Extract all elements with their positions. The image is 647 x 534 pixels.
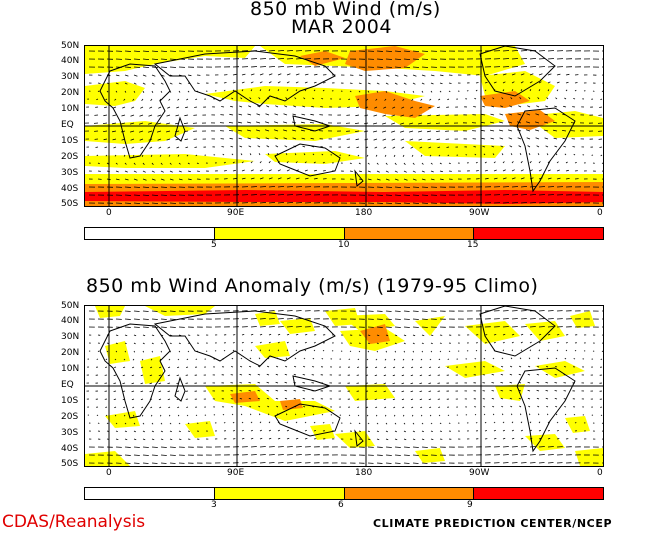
colorbar-segment [474, 488, 603, 499]
colorbar-label: 9 [467, 500, 473, 510]
colorbar-segment [214, 488, 345, 499]
wind-map-svg [85, 46, 603, 206]
lat-label: 30N [61, 72, 80, 82]
shading-layer [85, 46, 603, 206]
colorbar-label: 15 [467, 240, 479, 250]
colorbar-label: 5 [211, 240, 217, 250]
wind-vectors [85, 50, 603, 204]
lat-label: 20N [61, 88, 80, 98]
lat-label: 30N [61, 332, 80, 342]
panel1-title-line1: 850 mb Wind (m/s) [250, 0, 441, 20]
lat-label: 10N [61, 364, 80, 374]
colorbar-segment [85, 228, 215, 239]
lat-label: 40S [61, 184, 79, 194]
lat-label: EQ [61, 380, 74, 390]
lat-label: 40S [61, 444, 79, 454]
lon-label: 90W [469, 468, 490, 478]
lat-label: 30S [61, 428, 79, 438]
lat-label: 10S [61, 396, 79, 406]
lat-label: 20S [61, 152, 79, 162]
colorbar-segment [214, 228, 345, 239]
lon-label: 0 [106, 208, 112, 218]
wind-anomaly-map-svg [85, 306, 603, 466]
grid-lines [85, 306, 603, 466]
lat-label: 10N [61, 104, 80, 114]
lon-label: 180 [355, 468, 373, 478]
panel2-title: 850 mb Wind Anomaly (m/s) (1979-95 Climo… [86, 275, 539, 297]
lat-label: 40N [61, 316, 80, 326]
lon-label: 180 [355, 208, 373, 218]
wind-anomaly-map-panel [84, 305, 604, 467]
wind-map-panel [84, 45, 604, 207]
lat-label: 50S [61, 199, 79, 209]
coastlines [99, 306, 576, 453]
colorbar-label: 3 [211, 500, 217, 510]
wind-vectors [86, 310, 603, 464]
lat-label: 30S [61, 168, 79, 178]
lon-label: 90E [227, 468, 245, 478]
footer-credit: CLIMATE PREDICTION CENTER/NCEP [373, 517, 613, 530]
footer-source: CDAS/Reanalysis [2, 512, 146, 532]
colorbar-segment [344, 488, 475, 499]
panel1-title-line2: MAR 2004 [291, 16, 392, 38]
lat-label: 20S [61, 412, 79, 422]
colorbar-label: 10 [338, 240, 350, 250]
lon-label: 0 [597, 208, 603, 218]
lat-label: 50N [61, 41, 80, 51]
lat-label: 50S [61, 459, 79, 469]
colorbar-segment [344, 228, 475, 239]
lon-label: 0 [597, 468, 603, 478]
lat-label: 10S [61, 136, 79, 146]
lat-label: EQ [61, 120, 74, 130]
colorbar [84, 227, 604, 240]
lat-label: 40N [61, 56, 80, 66]
lon-label: 90E [227, 208, 245, 218]
colorbar [84, 487, 604, 500]
colorbar-segment [474, 228, 603, 239]
lat-label: 20N [61, 348, 80, 358]
coastlines [99, 46, 576, 193]
colorbar-label: 6 [338, 500, 344, 510]
lon-label: 0 [106, 468, 112, 478]
lon-label: 90W [469, 208, 490, 218]
lat-label: 50N [61, 301, 80, 311]
colorbar-segment [85, 488, 215, 499]
